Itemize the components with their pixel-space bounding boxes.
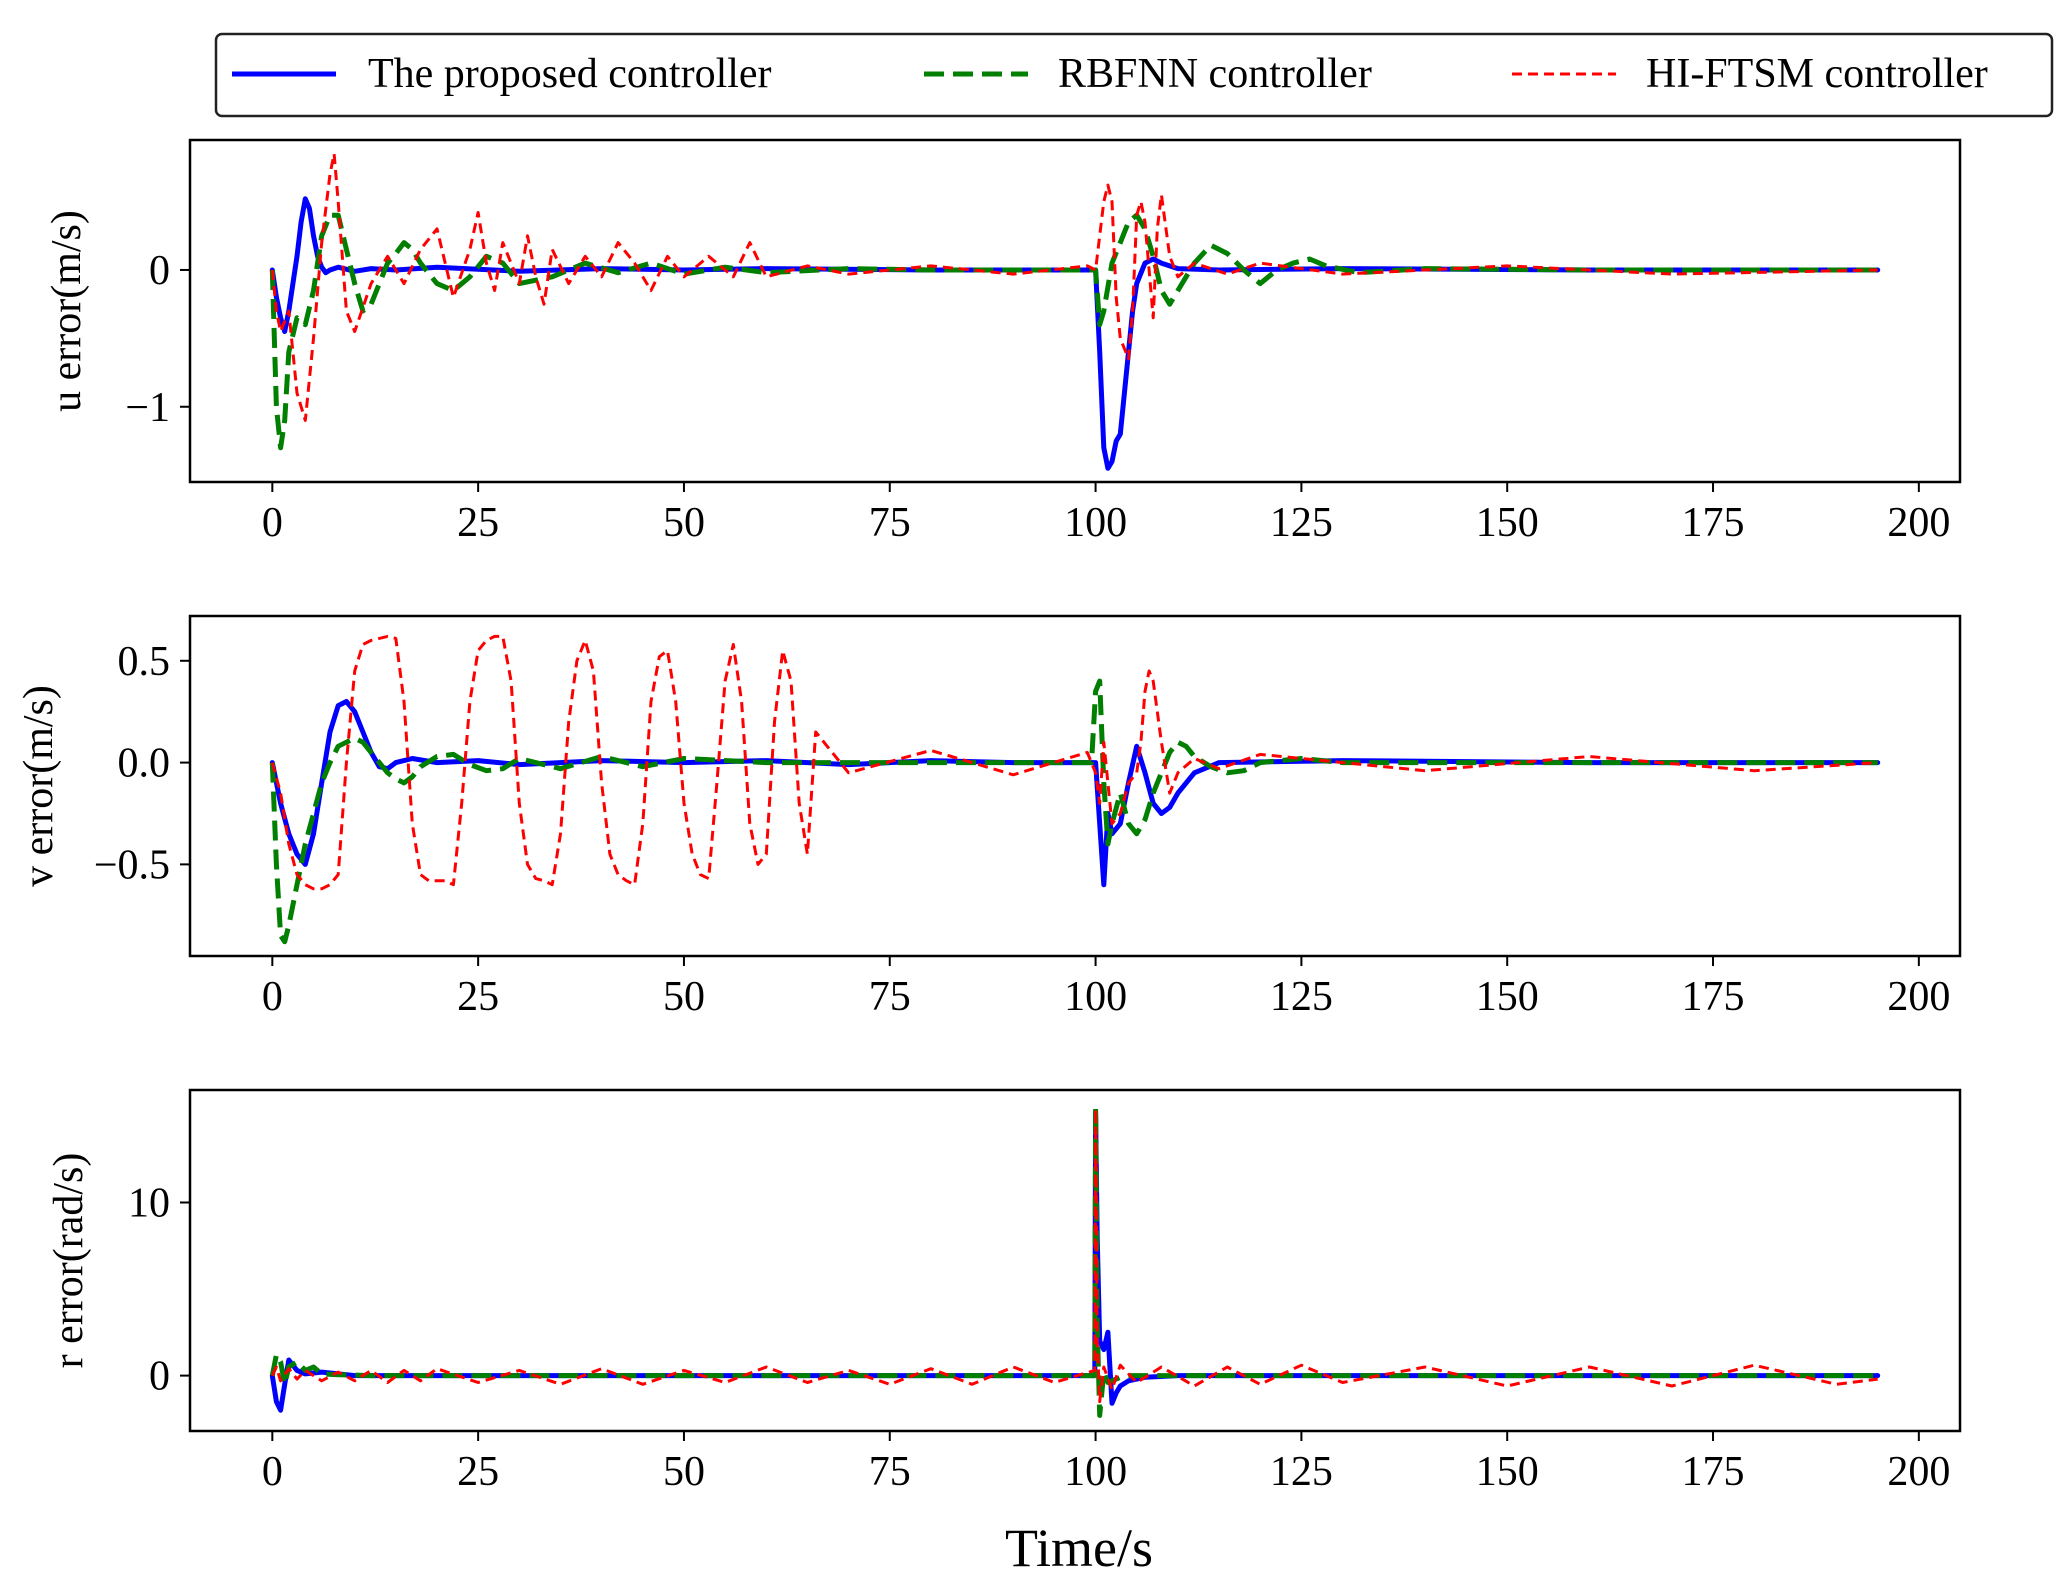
subplot-u-error: 0 25 50 75 100 125 150 175 200 0 −1 u error(m/s): [44, 138, 1962, 546]
r-error-line-hi-ftsm-controller: [270, 1107, 1878, 1404]
v-error-xtick-label: 50: [663, 974, 705, 1020]
x-axis-label: Time/s: [1005, 1518, 1153, 1578]
v-error-xtick-label: 125: [1270, 974, 1333, 1020]
r-error-xtick-label: 200: [1887, 1449, 1950, 1495]
legend: The proposed controller RBFNN controller…: [214, 32, 2054, 118]
v-error-xtick-label: 75: [869, 974, 911, 1020]
v-error-xtick-label: 175: [1682, 974, 1745, 1020]
r-error-xtick-label: 75: [869, 1449, 911, 1495]
r-error-series-group: [269, 1104, 1881, 1418]
u-error-xtick-label: 25: [457, 500, 499, 546]
r-error-xtick-label: 25: [457, 1449, 499, 1495]
r-error-xtick-label: 125: [1270, 1449, 1333, 1495]
u-error-xtick-label: 175: [1682, 500, 1745, 546]
v-error-ytick-label: 0.5: [118, 639, 171, 685]
v-error-axes-frame: [188, 614, 1962, 958]
v-error-series-group: [269, 634, 1881, 945]
r-error-xtick-label: 150: [1476, 1449, 1539, 1495]
u-error-ytick-label: 0: [149, 248, 170, 294]
v-error-xtick-label: 25: [457, 974, 499, 1020]
v-error-ytick-label: 0.0: [118, 741, 171, 787]
legend-label-rbfnn: RBFNN controller: [1058, 51, 1372, 97]
v-error-line-hi-ftsm-controller: [270, 634, 1878, 891]
v-error-ylabel: v error(m/s): [16, 685, 62, 887]
u-error-xtick-label: 150: [1476, 500, 1539, 546]
r-error-xtick-label: 50: [663, 1449, 705, 1495]
r-error-xtick-label: 100: [1064, 1449, 1127, 1495]
r-error-line-rbfnn-controller: [269, 1104, 1878, 1418]
u-error-ylabel: u error(m/s): [44, 210, 90, 412]
u-error-xtick-label: 75: [869, 500, 911, 546]
legend-label-proposed: The proposed controller: [368, 51, 772, 97]
u-error-xtick-label: 50: [663, 500, 705, 546]
v-error-xtick-label: 150: [1476, 974, 1539, 1020]
u-error-line-hi-ftsm-controller: [270, 152, 1878, 422]
subplot-v-error: 0 25 50 75 100 125 150 175 200 0.5 0.0 −0.5 v error(…: [16, 614, 1962, 1020]
r-error-xtick-label: 175: [1682, 1449, 1745, 1495]
v-error-xtick-label: 0: [262, 974, 283, 1020]
u-error-ytick-label: −1: [125, 385, 170, 431]
r-error-xtick-label: 0: [262, 1449, 283, 1495]
v-error-xtick-label: 100: [1064, 974, 1127, 1020]
u-error-series-group: [269, 152, 1881, 471]
r-error-ytick-label: 10: [128, 1181, 170, 1227]
v-error-xtick-label: 200: [1887, 974, 1950, 1020]
legend-frame: [214, 32, 2054, 118]
u-error-line-the-proposed-controller: [269, 196, 1881, 471]
u-error-axes-frame: [188, 138, 1962, 484]
u-error-xtick-label: 0: [262, 500, 283, 546]
r-error-axes-frame: [188, 1088, 1962, 1433]
r-error-ytick-label: 0: [149, 1354, 170, 1400]
u-error-xtick-label: 200: [1887, 500, 1950, 546]
r-error-ylabel: r error(rad/s): [46, 1153, 92, 1369]
u-error-xtick-label: 125: [1270, 500, 1333, 546]
u-error-xtick-label: 100: [1064, 500, 1127, 546]
v-error-line-rbfnn-controller: [269, 678, 1878, 945]
legend-label-hiftsm: HI-FTSM controller: [1646, 51, 1988, 97]
v-error-ytick-label: −0.5: [94, 842, 170, 888]
